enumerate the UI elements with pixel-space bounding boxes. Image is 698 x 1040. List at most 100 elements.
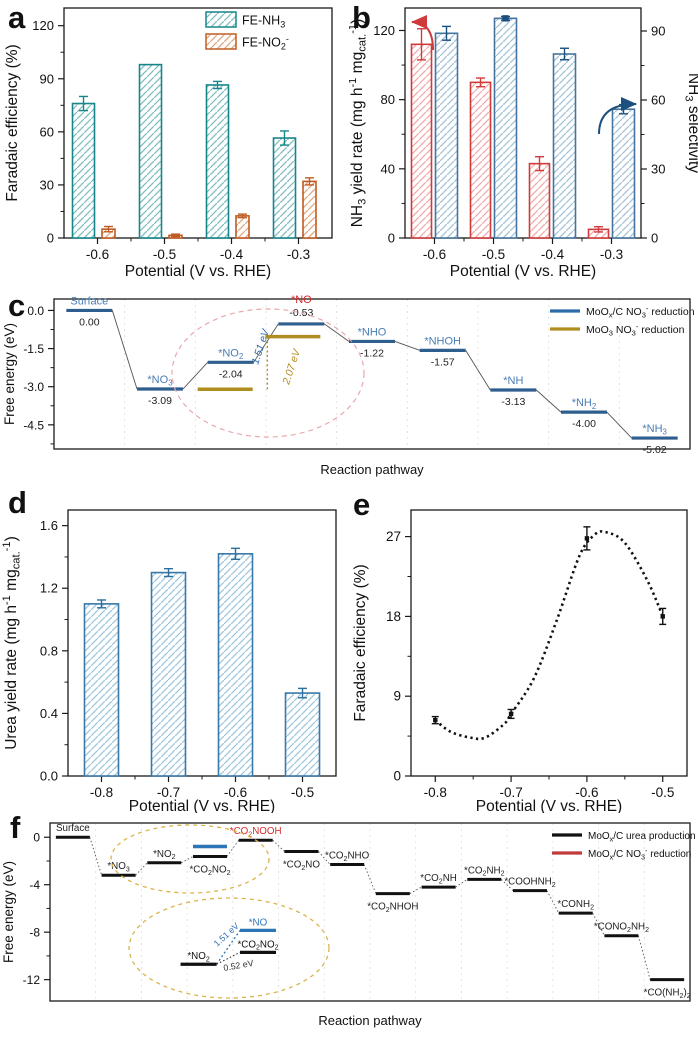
state-energy-value: -0.53: [289, 307, 313, 319]
x-axis-label: Reaction pathway: [320, 462, 424, 477]
panel-c-no3-reduction-energy-diagram: 0.0 -1.5 -3.0 -4.5 Surface 0.00 *NO3 -3.09 *NO2 -…: [2, 294, 695, 477]
y-tick-label: 0.8: [40, 643, 58, 658]
state-label: *NHO: [358, 326, 387, 338]
y-tick-label: 1.2: [40, 581, 58, 596]
data-point: [660, 614, 665, 619]
bar: [150, 571, 187, 777]
state-energy-value: 0.00: [79, 316, 100, 328]
state-label: *CO(NH2)2: [644, 988, 691, 1000]
state-label: Surface: [56, 823, 90, 834]
y-tick-label: 0: [33, 831, 40, 845]
state-label: *CONO2NH2: [594, 922, 649, 934]
state-energy-value: -1.57: [431, 356, 455, 368]
x-tick-label: -0.3: [287, 247, 310, 262]
x-tick-label: -0.5: [651, 785, 674, 800]
state-label: Surface: [70, 295, 108, 307]
plot-frame: [53, 298, 691, 450]
y-tick-label: -1.5: [23, 342, 44, 356]
state-label: *COOHNH2: [504, 877, 555, 889]
y-tick-label: 27: [386, 529, 401, 544]
y-tick-label: 40: [381, 161, 395, 176]
bar: [493, 17, 518, 239]
y-tick-label: -3.0: [23, 380, 44, 394]
y-tick-label: 60: [651, 93, 665, 108]
y-tick-label: 30: [651, 162, 665, 177]
bar: [83, 603, 120, 777]
y-tick-label: 18: [386, 609, 401, 624]
legend-label: MoOx/C NO3- reduction: [588, 846, 691, 861]
y-axis-label: Faradaic efficiency (%): [4, 44, 21, 201]
bar: [528, 162, 551, 239]
x-tick-label: -0.6: [86, 247, 109, 262]
x-tick-label: -0.6: [423, 247, 446, 262]
x-axis-label: Reaction pathway: [318, 1013, 422, 1028]
x-tick-label: -0.6: [575, 785, 598, 800]
x-axis-label: Potential (V vs. RHE): [450, 263, 596, 280]
bar: [71, 102, 96, 239]
state-label: *NHOH: [424, 335, 461, 347]
state-label: *NO3: [107, 861, 130, 873]
inset-transition-line: [216, 951, 241, 965]
y-tick-label: 9: [393, 689, 401, 704]
state-label: *NH3: [642, 423, 667, 437]
x-tick-label: -0.3: [600, 247, 623, 262]
bar: [284, 692, 321, 777]
state-label: *CONH2: [557, 899, 594, 911]
y-tick-label: -8: [29, 926, 40, 940]
state-label: *CO2NOOH: [230, 826, 282, 838]
x-tick-label: -0.7: [499, 785, 522, 800]
y-tick-label: 0: [388, 231, 395, 246]
y-tick-label: -4.5: [23, 418, 44, 432]
x-tick-label: -0.5: [153, 247, 176, 262]
bar: [434, 32, 459, 239]
bar: [410, 43, 433, 239]
legend-swatch: [205, 11, 237, 28]
energy-gap-annotation: 1.51 eV: [249, 327, 272, 366]
plot-frame: [49, 822, 691, 1002]
state-label: *CO2NHO: [325, 851, 370, 863]
y-axis-label: Free energy (eV): [1, 861, 16, 963]
highlight-ellipse: [110, 824, 270, 894]
panel-e-faradaic-efficiency-curve: 0 9 18 27 -0.8 -0.7 -0.6 -0.5 Potential (V vs. R…: [352, 509, 688, 813]
state-label: *NO3: [147, 374, 173, 388]
state-label: *NO2: [218, 347, 243, 361]
state-label: *CO2NH: [420, 873, 457, 885]
y-axis-label: NH3 yield rate (mg h-1 mgcat.-1): [349, 19, 369, 228]
state-energy-value: -3.13: [501, 396, 525, 408]
bar: [302, 180, 317, 239]
bar: [272, 137, 297, 239]
state-energy-value: -4.00: [572, 418, 596, 430]
right-axis-arrow: [598, 97, 637, 135]
x-tick-label: -0.8: [424, 785, 447, 800]
legend-label: FE-NH3: [242, 14, 285, 30]
bar: [469, 81, 492, 239]
state-label: *NH2: [572, 397, 597, 411]
y-tick-label: 0.0: [27, 304, 44, 318]
y-tick-label: 0: [651, 231, 658, 246]
y-tick-label: 0: [393, 769, 401, 784]
state-label: *CO2NO: [283, 859, 321, 871]
state-label: *NO: [291, 294, 312, 306]
panel-a-faradaic-efficiency-bar-chart: 0 30 60 90 120 -0.6 -0.5 -0.4 -0.3 Potential (V v…: [4, 7, 333, 280]
energy-gap-annotation: 2.07 eV: [280, 347, 303, 387]
left-axis-arrow: [411, 15, 434, 51]
panel-label-d: d: [8, 485, 27, 520]
legend-label: FE-NO2-: [242, 34, 289, 52]
state-label: *NH: [503, 375, 523, 387]
panel-f-urea-production-energy-diagram: 0 -4 -8 -12 Surface *NO3 *NO2 *CO2NO2 *CO2NOOH *C…: [1, 822, 696, 1028]
legend-label: MoOx/C urea production: [588, 831, 696, 843]
state-energy-value: -1.22: [360, 347, 384, 359]
dotted-trend-curve: [434, 530, 664, 741]
state-label: *CO2NO2: [189, 864, 230, 876]
y-tick-label: 0.0: [40, 769, 58, 784]
x-tick-label: -0.5: [482, 247, 505, 262]
panel-label-e: e: [353, 487, 371, 522]
highlight-ellipse: [171, 308, 365, 438]
y-axis-label: Urea yield rate (mg h-1 mgcat.-1): [1, 536, 23, 750]
panel-label-b: b: [352, 0, 371, 35]
bar: [235, 215, 250, 239]
x-tick-label: -0.7: [157, 785, 180, 800]
x-tick-label: -0.6: [224, 785, 247, 800]
panel-label-c: c: [8, 288, 26, 323]
y-axis-label: Free energy (eV): [2, 323, 17, 425]
